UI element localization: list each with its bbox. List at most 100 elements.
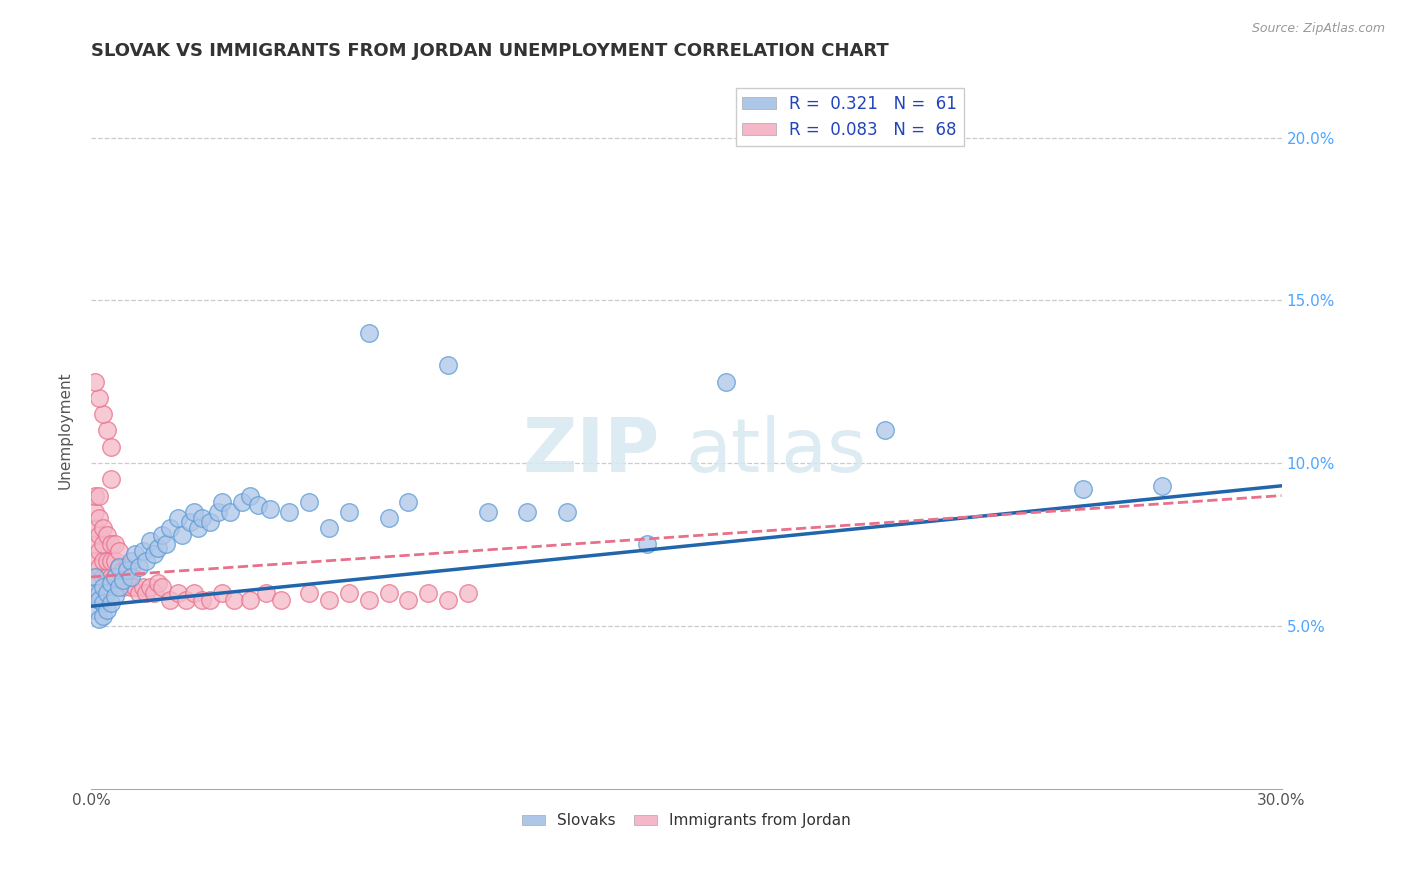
Point [148,541,170,555]
Point [100,576,122,591]
Point [318,592,340,607]
Point [207,505,229,519]
Point [83,375,105,389]
Point [143,586,166,600]
Point [120,564,142,578]
Point [96,602,118,616]
Point [91,596,114,610]
Point [218,505,240,519]
Point [87,511,110,525]
Point [115,564,138,578]
Point [477,505,499,519]
Point [100,472,122,486]
Point [1152,479,1174,493]
Point [222,592,245,607]
Point [83,537,105,551]
Text: atlas: atlas [685,416,866,489]
Point [120,554,142,568]
Point [246,499,269,513]
Point [172,527,194,541]
Point [714,375,737,389]
Point [337,586,360,600]
Point [120,580,142,594]
Point [211,586,233,600]
Text: ZIP: ZIP [523,416,659,489]
Point [183,505,205,519]
Point [111,580,134,594]
Point [278,505,301,519]
Point [87,391,110,405]
Point [107,560,129,574]
Point [91,537,114,551]
Point [167,586,190,600]
Point [143,547,166,561]
Point [87,527,110,541]
Point [120,570,142,584]
Point [139,580,162,594]
Point [396,495,419,509]
Point [124,580,146,594]
Point [83,489,105,503]
Point [418,586,440,600]
Point [107,576,129,591]
Point [211,495,233,509]
Point [87,489,110,503]
Point [159,521,181,535]
Point [198,592,221,607]
Point [83,505,105,519]
Point [183,586,205,600]
Point [150,527,173,541]
Point [139,534,162,549]
Point [91,521,114,535]
Point [87,592,110,607]
Point [83,521,105,535]
Point [87,586,110,600]
Point [437,592,460,607]
Point [396,592,419,607]
Point [107,544,129,558]
Point [337,505,360,519]
Point [100,596,122,610]
Point [437,359,460,373]
Point [83,570,105,584]
Point [104,537,127,551]
Point [111,564,134,578]
Point [96,586,118,600]
Point [377,511,399,525]
Point [179,515,201,529]
Point [135,586,157,600]
Point [96,527,118,541]
Point [100,537,122,551]
Point [87,612,110,626]
Y-axis label: Unemployment: Unemployment [58,372,72,490]
Point [91,407,114,421]
Point [100,554,122,568]
Point [457,586,479,600]
Point [104,570,127,584]
Point [187,521,209,535]
Point [298,495,321,509]
Point [357,592,380,607]
Point [100,570,122,584]
Point [91,580,114,594]
Point [1071,482,1094,496]
Point [357,326,380,340]
Point [87,560,110,574]
Point [516,505,538,519]
Point [259,501,281,516]
Point [83,554,105,568]
Point [107,560,129,574]
Point [239,592,262,607]
Point [270,592,292,607]
Point [155,537,177,551]
Point [104,590,127,604]
Point [96,554,118,568]
Point [636,537,658,551]
Point [128,560,150,574]
Point [150,580,173,594]
Point [873,424,896,438]
Point [91,609,114,624]
Point [91,554,114,568]
Point [107,580,129,594]
Point [100,440,122,454]
